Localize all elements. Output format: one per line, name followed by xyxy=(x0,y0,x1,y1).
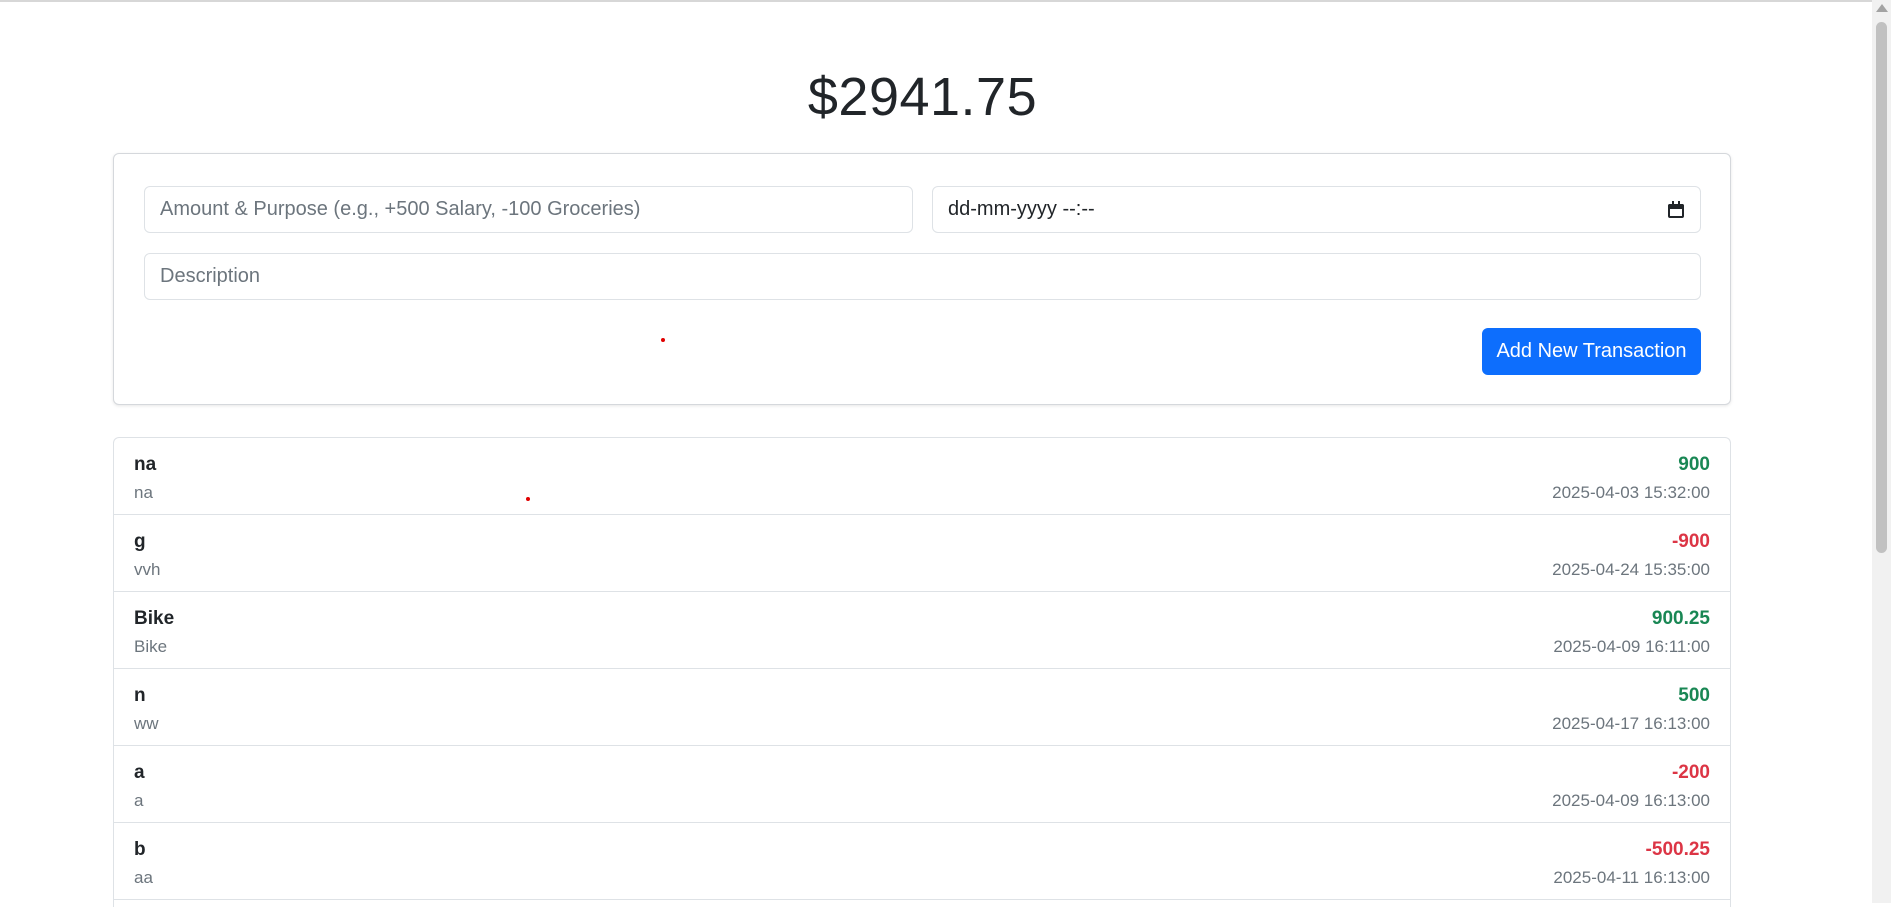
transaction-date: 2025-04-09 16:11:00 xyxy=(1553,637,1710,656)
transaction-date: 2025-04-03 15:32:00 xyxy=(1552,483,1710,502)
transaction-row[interactable]: g vvh -900 2025-04-24 15:35:00 xyxy=(114,515,1730,592)
transaction-description: vvh xyxy=(134,560,161,579)
transaction-description: ww xyxy=(134,714,159,733)
transaction-amount: -900 xyxy=(1671,531,1710,552)
transaction-amount: -200 xyxy=(1671,762,1710,783)
cursor-marker xyxy=(526,497,530,501)
description-input[interactable] xyxy=(144,253,1701,300)
transaction-row[interactable]: Bike Bike 900.25 2025-04-09 16:11:00 xyxy=(114,592,1730,669)
transaction-amount: -500.25 xyxy=(1645,839,1710,860)
transaction-form-card: dd-mm-yyyy --:-- Add New Transaction xyxy=(113,153,1731,405)
add-transaction-button[interactable]: Add New Transaction xyxy=(1482,328,1701,375)
window-top-border xyxy=(0,0,1872,2)
transaction-title: b xyxy=(134,839,146,860)
date-time-placeholder: dd-mm-yyyy --:-- xyxy=(948,198,1095,220)
transaction-date: 2025-04-17 16:13:00 xyxy=(1552,714,1710,733)
transaction-list: na na 900 2025-04-03 15:32:00 g vvh -900 2025-0… xyxy=(113,437,1731,907)
transaction-title: na xyxy=(134,454,157,475)
transaction-description: na xyxy=(134,483,153,502)
transaction-title: n xyxy=(134,685,146,706)
transaction-title: Bike xyxy=(134,608,175,629)
transaction-date: 2025-04-11 16:13:00 xyxy=(1553,868,1710,887)
transaction-date: 2025-04-09 16:13:00 xyxy=(1552,791,1710,810)
amount-purpose-input[interactable] xyxy=(144,186,913,233)
balance-total: $2941.75 xyxy=(807,67,1038,127)
transaction-row[interactable]: b aa -500.25 2025-04-11 16:13:00 xyxy=(114,823,1730,900)
transaction-row[interactable]: n ww 500 2025-04-17 16:13:00 xyxy=(114,669,1730,746)
scrollbar-thumb[interactable] xyxy=(1876,22,1887,553)
transaction-row[interactable]: a a -200 2025-04-09 16:13:00 xyxy=(114,746,1730,823)
transaction-description: a xyxy=(134,791,144,810)
transaction-amount: 900 xyxy=(1678,454,1710,475)
calendar-icon[interactable] xyxy=(1667,200,1685,219)
transaction-title: g xyxy=(134,531,146,552)
transaction-amount: 500 xyxy=(1678,685,1710,706)
date-time-input[interactable]: dd-mm-yyyy --:-- xyxy=(932,186,1701,233)
transaction-date: 2025-04-24 15:35:00 xyxy=(1552,560,1710,579)
vertical-scrollbar[interactable] xyxy=(1872,0,1891,903)
transaction-description: Bike xyxy=(134,637,168,656)
transaction-description: aa xyxy=(134,868,153,887)
cursor-marker xyxy=(661,338,665,342)
transaction-amount: 900.25 xyxy=(1651,608,1710,629)
scroll-up-arrow-icon[interactable] xyxy=(1876,4,1888,12)
transaction-row[interactable]: na na 900 2025-04-03 15:32:00 xyxy=(114,438,1730,515)
transaction-title: a xyxy=(134,762,145,783)
